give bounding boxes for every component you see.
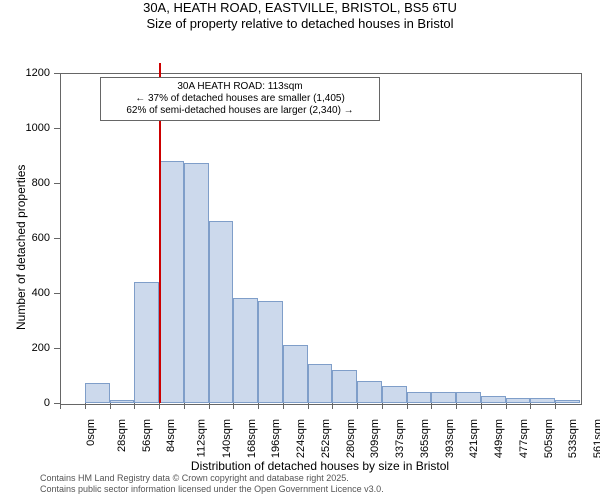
x-tick-label: 393sqm — [444, 419, 456, 458]
histogram-bar — [481, 396, 506, 403]
footer-line-2: Contains public sector information licen… — [40, 484, 600, 495]
x-tick — [555, 403, 556, 409]
histogram-bar — [134, 282, 159, 403]
y-tick-label: 0 — [0, 397, 50, 409]
x-tick-label: 309sqm — [370, 419, 382, 458]
x-axis-label: Distribution of detached houses by size … — [60, 459, 580, 473]
title-line-1: 30A, HEATH ROAD, EASTVILLE, BRISTOL, BS5… — [0, 0, 600, 16]
histogram-bar — [308, 364, 333, 403]
x-tick — [456, 403, 457, 409]
y-tick-label: 1000 — [0, 122, 50, 134]
y-tick — [54, 128, 60, 129]
x-tick — [506, 403, 507, 409]
chart-titles: 30A, HEATH ROAD, EASTVILLE, BRISTOL, BS5… — [0, 0, 600, 33]
histogram-plot: 020040060080010001200Number of detached … — [0, 33, 600, 473]
histogram-bar — [110, 400, 135, 403]
title-line-2: Size of property relative to detached ho… — [0, 16, 600, 32]
x-tick — [407, 403, 408, 409]
x-tick — [332, 403, 333, 409]
histogram-bar — [506, 398, 531, 402]
x-tick-label: 337sqm — [394, 419, 406, 458]
x-tick-label: 505sqm — [543, 419, 555, 458]
histogram-bar — [159, 161, 184, 403]
x-tick-label: 140sqm — [221, 419, 233, 458]
x-tick — [60, 403, 61, 409]
x-tick — [134, 403, 135, 409]
histogram-bar — [456, 392, 481, 403]
x-tick — [283, 403, 284, 409]
histogram-bar — [530, 398, 555, 402]
histogram-bar — [283, 345, 308, 403]
x-tick-label: 0sqm — [85, 419, 97, 446]
x-tick — [431, 403, 432, 409]
y-tick — [54, 293, 60, 294]
histogram-bar — [555, 400, 580, 403]
x-tick — [308, 403, 309, 409]
footer-line-1: Contains HM Land Registry data © Crown c… — [40, 473, 600, 484]
x-tick-label: 112sqm — [195, 419, 207, 457]
x-tick-label: 421sqm — [469, 419, 481, 458]
x-tick — [481, 403, 482, 409]
x-tick — [159, 403, 160, 409]
histogram-bar — [431, 392, 456, 403]
x-tick — [258, 403, 259, 409]
x-tick — [233, 403, 234, 409]
y-tick — [54, 348, 60, 349]
x-tick-label: 533sqm — [568, 419, 580, 458]
histogram-bar — [85, 383, 110, 402]
annotation-box: 30A HEATH ROAD: 113sqm← 37% of detached … — [100, 77, 380, 121]
x-tick-label: 224sqm — [295, 419, 307, 458]
x-tick — [85, 403, 86, 409]
y-tick-label: 200 — [0, 342, 50, 354]
x-tick-label: 252sqm — [320, 419, 332, 458]
x-tick — [110, 403, 111, 409]
y-axis-label: Number of detached properties — [14, 164, 28, 329]
annotation-line-2: ← 37% of detached houses are smaller (1,… — [107, 93, 373, 105]
histogram-bar — [258, 301, 283, 403]
x-tick-label: 196sqm — [270, 419, 282, 458]
histogram-bar — [382, 386, 407, 403]
histogram-bar — [184, 163, 209, 402]
x-tick-label: 365sqm — [419, 419, 431, 458]
x-tick-label: 168sqm — [246, 419, 258, 458]
footer-attribution: Contains HM Land Registry data © Crown c… — [0, 473, 600, 496]
annotation-line-1: 30A HEATH ROAD: 113sqm — [107, 81, 373, 93]
histogram-bar — [357, 381, 382, 403]
histogram-bar — [209, 221, 234, 403]
y-tick-label: 1200 — [0, 67, 50, 79]
x-tick-label: 56sqm — [141, 419, 153, 452]
x-tick — [357, 403, 358, 409]
x-tick — [382, 403, 383, 409]
y-tick — [54, 73, 60, 74]
x-tick — [530, 403, 531, 409]
histogram-bar — [233, 298, 258, 403]
x-tick — [209, 403, 210, 409]
x-tick-label: 280sqm — [345, 419, 357, 458]
x-tick-label: 84sqm — [165, 419, 177, 452]
x-tick-label: 561sqm — [592, 419, 600, 458]
x-tick-label: 477sqm — [518, 419, 530, 458]
x-tick-label: 449sqm — [493, 419, 505, 458]
y-tick — [54, 238, 60, 239]
annotation-line-3: 62% of semi-detached houses are larger (… — [107, 105, 373, 117]
x-tick-label: 28sqm — [116, 419, 128, 452]
histogram-bar — [407, 392, 432, 403]
y-tick — [54, 183, 60, 184]
x-tick — [184, 403, 185, 409]
histogram-bar — [332, 370, 357, 403]
